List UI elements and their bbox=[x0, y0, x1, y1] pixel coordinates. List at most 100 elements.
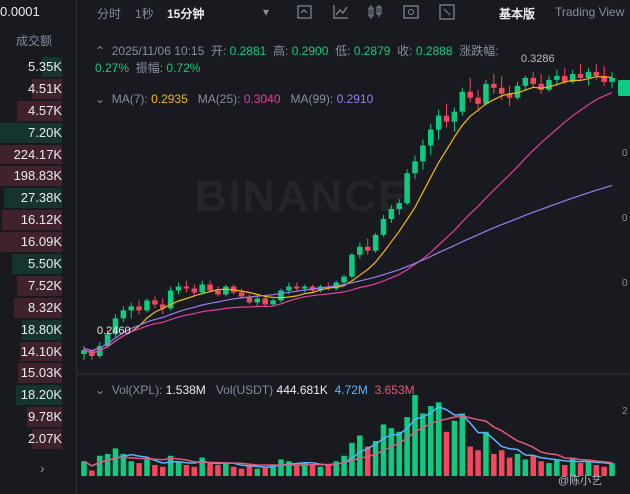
collapse-icon[interactable]: ⌄ bbox=[95, 92, 106, 106]
indicator-icon[interactable] bbox=[297, 4, 313, 20]
turnover-row: 7.52K bbox=[0, 275, 62, 297]
candle-body bbox=[254, 298, 261, 303]
fullscreen-icon[interactable] bbox=[439, 4, 455, 20]
candle-body bbox=[341, 276, 347, 283]
low-label: 低: bbox=[335, 44, 351, 58]
candle-body bbox=[262, 298, 268, 305]
candle-body bbox=[420, 145, 426, 162]
high-price-marker: 0.3286 bbox=[521, 53, 555, 65]
turnover-value: 4.57K bbox=[28, 102, 62, 118]
volume-bar bbox=[254, 468, 261, 476]
candle-body bbox=[522, 77, 529, 86]
collapse-icon[interactable]: ⌄ bbox=[95, 383, 106, 397]
chevron-down-icon[interactable]: ▾ bbox=[263, 5, 270, 19]
turnover-row: 4.51K bbox=[0, 78, 62, 100]
line-chart-icon[interactable] bbox=[333, 4, 349, 20]
right-axis-tick: 0 bbox=[622, 213, 628, 224]
candle-body bbox=[467, 91, 473, 98]
turnover-bar bbox=[0, 232, 62, 253]
candle-body bbox=[364, 246, 371, 251]
volume-bar bbox=[246, 464, 253, 476]
volume-bar bbox=[230, 466, 237, 476]
candle-body bbox=[223, 286, 229, 295]
volume-bar bbox=[333, 461, 339, 476]
turnover-bar bbox=[42, 57, 62, 77]
volume-bar bbox=[577, 463, 584, 476]
turnover-bar bbox=[0, 144, 62, 165]
turnover-value: 9.78K bbox=[28, 409, 62, 425]
tradingview-tab[interactable]: Trading View bbox=[555, 5, 625, 19]
candle-body bbox=[199, 284, 205, 293]
turnover-value: 2.07K bbox=[28, 431, 62, 447]
volume-bar bbox=[207, 463, 213, 476]
volume-bar bbox=[317, 466, 324, 476]
volume-bar bbox=[451, 420, 458, 476]
candlestick-icon[interactable] bbox=[367, 4, 383, 20]
volume-bar bbox=[372, 441, 379, 476]
candle-body bbox=[175, 286, 182, 291]
candle-body bbox=[128, 306, 134, 311]
turnover-value: 7.52K bbox=[28, 277, 62, 293]
candle-body bbox=[562, 75, 568, 82]
volume-bar bbox=[585, 461, 592, 476]
candle-body bbox=[270, 300, 276, 305]
current-price-tag bbox=[618, 80, 630, 96]
ohlc-info: ⌃ 2025/11/06 10:15 开: 0.2881 高: 0.2900 低… bbox=[95, 43, 499, 77]
turnover-bar bbox=[20, 341, 62, 362]
candle-body bbox=[238, 292, 245, 297]
volume-bar bbox=[562, 464, 568, 476]
turnover-value: 16.09K bbox=[20, 234, 62, 250]
turnover-bar bbox=[2, 210, 62, 231]
volume-bar bbox=[309, 464, 316, 476]
vol-usdt-value: 444.681K bbox=[276, 383, 328, 397]
volume-bar bbox=[428, 406, 434, 476]
volume-bar bbox=[467, 446, 473, 476]
info-collapse-icon[interactable]: ⌃ bbox=[95, 44, 106, 58]
volume-bar bbox=[81, 461, 87, 476]
turnover-bar bbox=[12, 254, 62, 274]
interval-1s[interactable]: 1秒 bbox=[135, 7, 154, 21]
candle-body bbox=[357, 246, 363, 255]
turnover-value: 5.35K bbox=[28, 59, 62, 74]
volume-bar bbox=[120, 453, 127, 476]
candle-body bbox=[286, 286, 292, 291]
volume-bar bbox=[530, 455, 536, 476]
turnover-row: 5.35K bbox=[0, 56, 62, 78]
vol-ma2-value: 3.653M bbox=[374, 383, 415, 397]
chevron-right-icon[interactable]: › bbox=[40, 460, 45, 476]
volume-bar bbox=[554, 459, 560, 476]
volume-ma5-line bbox=[83, 405, 613, 468]
volume-bar bbox=[160, 466, 166, 476]
open-label: 开: bbox=[210, 44, 227, 58]
candle-body bbox=[349, 254, 355, 277]
amplitude-value: 0.72% bbox=[166, 61, 201, 75]
turnover-value: 198.83K bbox=[13, 168, 62, 184]
volume-bar bbox=[325, 464, 332, 476]
turnover-value: 7.20K bbox=[28, 124, 62, 140]
candle-body bbox=[593, 71, 600, 76]
vol-value: 1.538M bbox=[165, 383, 206, 397]
interval-timeline[interactable]: 分时 bbox=[97, 7, 122, 21]
turnover-row: 9.78K bbox=[0, 406, 62, 428]
turnover-bar bbox=[0, 122, 62, 143]
volume-bar bbox=[357, 435, 363, 476]
volume-bar bbox=[301, 463, 308, 476]
settings-icon[interactable] bbox=[403, 4, 419, 20]
volume-bar bbox=[491, 453, 497, 476]
volume-bar bbox=[294, 464, 300, 476]
volume-bar bbox=[498, 450, 505, 476]
volume-bar bbox=[538, 461, 544, 476]
candle-body bbox=[443, 115, 450, 122]
volume-bar bbox=[396, 431, 402, 476]
volume-bar bbox=[404, 417, 410, 476]
basic-view-tab[interactable]: 基本版 bbox=[499, 7, 536, 21]
turnover-bar bbox=[27, 407, 62, 428]
ma-legend: ⌄ MA(7): 0.2935 MA(25): 0.3040 MA(99): 0… bbox=[95, 92, 373, 106]
volume-bar bbox=[546, 463, 552, 476]
volume-bar bbox=[593, 464, 600, 476]
interval-15m[interactable]: 15分钟 bbox=[167, 7, 205, 21]
volume-bar bbox=[152, 464, 158, 476]
volume-bar bbox=[514, 453, 521, 476]
volume-bar bbox=[270, 464, 276, 476]
